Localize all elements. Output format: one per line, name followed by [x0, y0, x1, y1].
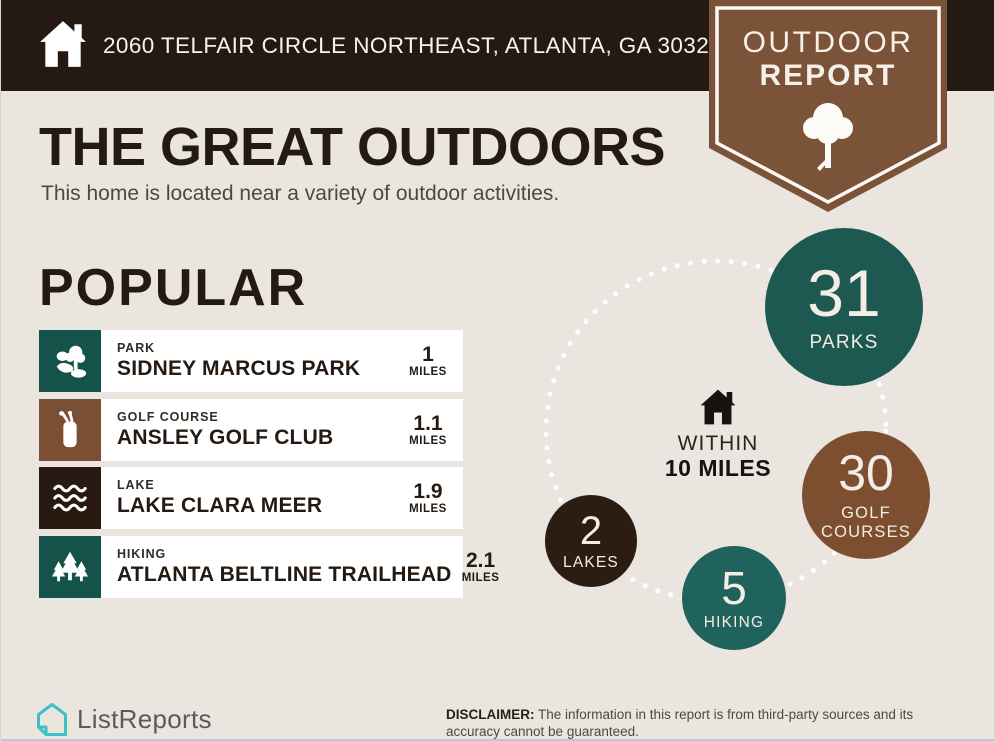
bottom-edge-strip	[1, 739, 994, 741]
item-category: HIKING	[117, 547, 167, 561]
listreports-brand: ListReports	[36, 702, 212, 737]
disclaimer-text: DISCLAIMER: The information in this repo…	[446, 707, 914, 739]
radius-label-line1: WITHIN	[677, 432, 759, 455]
item-name: SIDNEY MARCUS PARK	[117, 357, 361, 380]
list-item-park: PARK SIDNEY MARCUS PARK 1 MILES	[39, 330, 463, 392]
listreports-wordmark: ListReports	[77, 704, 212, 734]
stat-bubble-lakes: 2 LAKES	[545, 495, 637, 587]
popular-heading: POPULAR	[39, 259, 308, 317]
item-distance: 1	[422, 343, 434, 366]
item-distance: 1.9	[413, 480, 443, 503]
hiking-icon	[39, 536, 101, 598]
lake-icon	[39, 467, 101, 529]
park-icon	[39, 330, 101, 392]
listreports-logo-icon	[37, 703, 67, 736]
item-distance: 2.1	[465, 549, 496, 572]
item-category: LAKE	[117, 478, 155, 492]
golf-label: GOLF COURSES	[821, 504, 911, 541]
page-subtitle: This home is located near a variety of o…	[41, 182, 560, 205]
tree-icon	[803, 103, 853, 171]
parks-count: 31	[807, 256, 881, 331]
home-icon-center	[700, 389, 736, 425]
ribbon-title-line1: OUTDOOR	[742, 26, 914, 59]
item-distance-unit: MILES	[409, 435, 447, 447]
golf-count: 30	[838, 445, 894, 502]
item-category: GOLF COURSE	[117, 410, 219, 424]
stat-bubble-hiking: 5 HIKING	[682, 546, 786, 650]
page-title: THE GREAT OUTDOORS	[39, 117, 666, 177]
item-name: LAKE CLARA MEER	[117, 494, 323, 517]
item-distance-unit: MILES	[409, 366, 447, 378]
list-item-lake: LAKE LAKE CLARA MEER 1.9 MILES	[39, 467, 463, 529]
outdoor-report-ribbon: OUTDOOR REPORT	[709, 0, 947, 214]
item-name: ATLANTA BELTLINE TRAILHEAD	[117, 563, 452, 586]
item-category: PARK	[117, 341, 156, 355]
ribbon-title-line2: REPORT	[759, 59, 897, 92]
disclaimer-label: DISCLAIMER:	[446, 707, 535, 722]
item-distance: 1.1	[413, 412, 443, 435]
list-item-hiking: HIKING ATLANTA BELTLINE TRAILHEAD 2.1 MI…	[39, 536, 499, 598]
hiking-label: HIKING	[703, 613, 765, 631]
golf-icon	[39, 399, 101, 461]
parks-label: PARKS	[809, 332, 879, 354]
list-item-golf-course: GOLF COURSE ANSLEY GOLF CLUB 1.1 MILES	[39, 399, 463, 461]
property-address: 2060 TELFAIR CIRCLE NORTHEAST, ATLANTA, …	[103, 32, 723, 58]
stat-bubble-golf-courses: 30 GOLF COURSES	[802, 431, 930, 559]
lakes-label: LAKES	[563, 553, 619, 571]
radius-label-line2: 10 MILES	[664, 455, 772, 481]
lakes-count: 2	[579, 508, 603, 553]
item-name: ANSLEY GOLF CLUB	[117, 426, 334, 449]
home-icon	[40, 21, 86, 67]
hiking-count: 5	[721, 561, 747, 614]
stat-bubble-parks: 31 PARKS	[765, 228, 923, 386]
item-distance-unit: MILES	[461, 572, 500, 584]
item-distance-unit: MILES	[409, 503, 447, 515]
